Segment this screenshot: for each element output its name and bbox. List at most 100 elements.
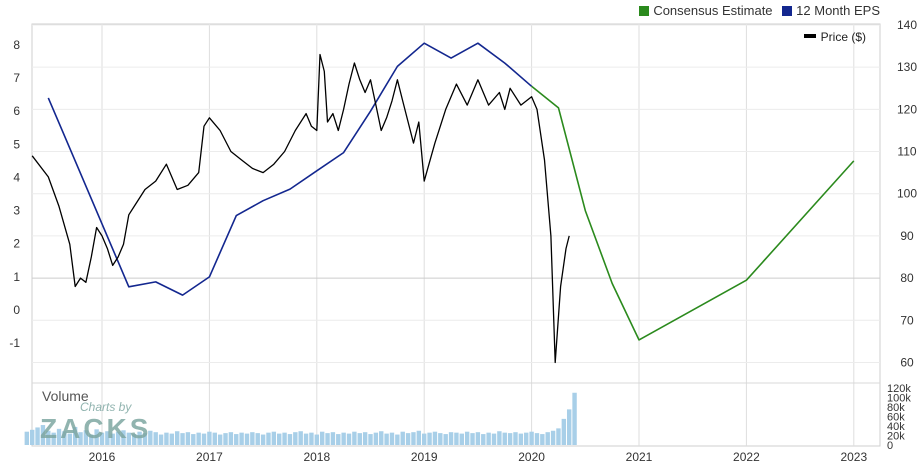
series-line: [531, 85, 855, 341]
volume-bar: [142, 433, 148, 445]
volume-bars: [24, 392, 577, 445]
volume-bar: [110, 433, 115, 445]
volume-bar: [121, 430, 126, 445]
watermark-logo: ZACKS: [40, 413, 152, 444]
volume-bar: [277, 433, 282, 445]
volume-bar: [319, 431, 325, 445]
volume-bar: [158, 434, 164, 445]
y-left-tick-label: 3: [13, 204, 20, 218]
volume-bar: [346, 433, 352, 445]
legend-price-swatch: [803, 34, 816, 38]
volume-bar: [212, 432, 217, 445]
volume-bar: [72, 426, 78, 445]
volume-bar: [362, 432, 368, 445]
volume-bar: [293, 432, 298, 445]
legend-eps-swatch: [782, 6, 793, 16]
volume-bar: [352, 431, 357, 445]
volume-bar: [29, 429, 35, 445]
volume-bar: [67, 433, 72, 445]
volume-bar: [174, 431, 180, 445]
x-tick-label: 2017: [196, 450, 223, 464]
y-left-tick-label: 6: [13, 104, 20, 118]
volume-bar: [314, 434, 319, 445]
volume-bar: [389, 432, 395, 445]
volume-bar: [234, 434, 239, 445]
y-right-tick-label: 70: [900, 313, 914, 327]
volume-bar: [185, 432, 191, 445]
volume-bar: [46, 430, 51, 445]
volume-bar: [443, 434, 448, 445]
volume-bar: [330, 432, 336, 445]
y-volume-tick-label: 40k: [887, 421, 905, 433]
volume-bar: [438, 433, 443, 445]
legend-price[interactable]: Price ($): [803, 30, 866, 44]
volume-bar: [459, 433, 464, 445]
plot-frame: [31, 23, 881, 447]
volume-bar: [529, 431, 534, 445]
volume-bar: [400, 431, 405, 445]
y-left-tick-label: 5: [13, 137, 20, 151]
volume-bar: [207, 431, 212, 445]
series-lines: [31, 42, 855, 364]
volume-bar: [78, 432, 83, 445]
volume-bar: [572, 392, 577, 445]
volume-bar: [427, 432, 432, 445]
volume-label: Volume: [42, 388, 89, 404]
volume-bar: [287, 434, 293, 445]
x-tick-label: 2021: [626, 450, 653, 464]
series-line: [31, 53, 570, 364]
volume-bar: [368, 434, 373, 445]
volume-bar: [115, 431, 121, 445]
volume-bar: [271, 431, 277, 445]
volume-bar: [422, 433, 427, 445]
volume-bar: [201, 433, 207, 445]
y-volume-tick-label: 20k: [887, 431, 905, 443]
volume-bar: [534, 433, 540, 445]
y-volume-tick-label: 80k: [887, 402, 905, 414]
volume-bar: [566, 409, 572, 445]
volume-bar: [524, 432, 529, 445]
volume-bar: [448, 432, 454, 445]
volume-bar: [497, 431, 502, 445]
legend-eps-label: 12 Month EPS: [796, 3, 880, 18]
volume-bar: [56, 428, 62, 445]
volume-bar: [481, 434, 486, 445]
volume-bar: [513, 432, 518, 445]
y-volume-tick-label: 100k: [887, 393, 911, 405]
legend-price-label: Price ($): [820, 30, 866, 44]
legend-consensus[interactable]: Consensus Estimate: [639, 3, 773, 18]
watermark-line1: Charts by: [80, 400, 132, 414]
y-volume-tick-label: 120k: [887, 383, 911, 395]
volume-bar: [518, 433, 524, 445]
x-tick-label: 2016: [89, 450, 116, 464]
volume-bar: [180, 433, 185, 445]
x-tick-label: 2020: [518, 450, 545, 464]
volume-bar: [266, 432, 271, 445]
volume-bar: [153, 432, 158, 445]
legend-eps[interactable]: 12 Month EPS: [782, 3, 880, 18]
volume-bar: [464, 431, 470, 445]
volume-bar: [239, 432, 244, 445]
volume-bar: [282, 432, 287, 445]
volume-bar: [94, 429, 99, 445]
y-left-tick-label: 2: [13, 237, 20, 251]
y-left-tick-label: 7: [13, 71, 20, 85]
volume-bar: [405, 433, 411, 445]
volume-bar: [132, 434, 137, 445]
y-volume-tick-label: 60k: [887, 412, 905, 424]
volume-bar: [379, 431, 384, 445]
axis-ticks: 2016 2017 2018 2019 2020 2021 2022 2023 -1 0 1 2 3 4 5…: [9, 18, 917, 464]
volume-bar: [40, 425, 46, 445]
x-tick-label: 2018: [303, 450, 330, 464]
volume-bar: [545, 432, 550, 445]
volume-bar: [432, 431, 438, 445]
volume-bar: [309, 432, 314, 445]
y-volume-tick-label: 0: [887, 440, 893, 452]
y-left-tick-label: 4: [13, 170, 20, 184]
volume-bar: [470, 433, 475, 445]
volume-bar: [105, 431, 110, 445]
volume-bar: [250, 432, 255, 445]
volume-bar: [137, 431, 142, 445]
volume-bar: [62, 431, 67, 445]
